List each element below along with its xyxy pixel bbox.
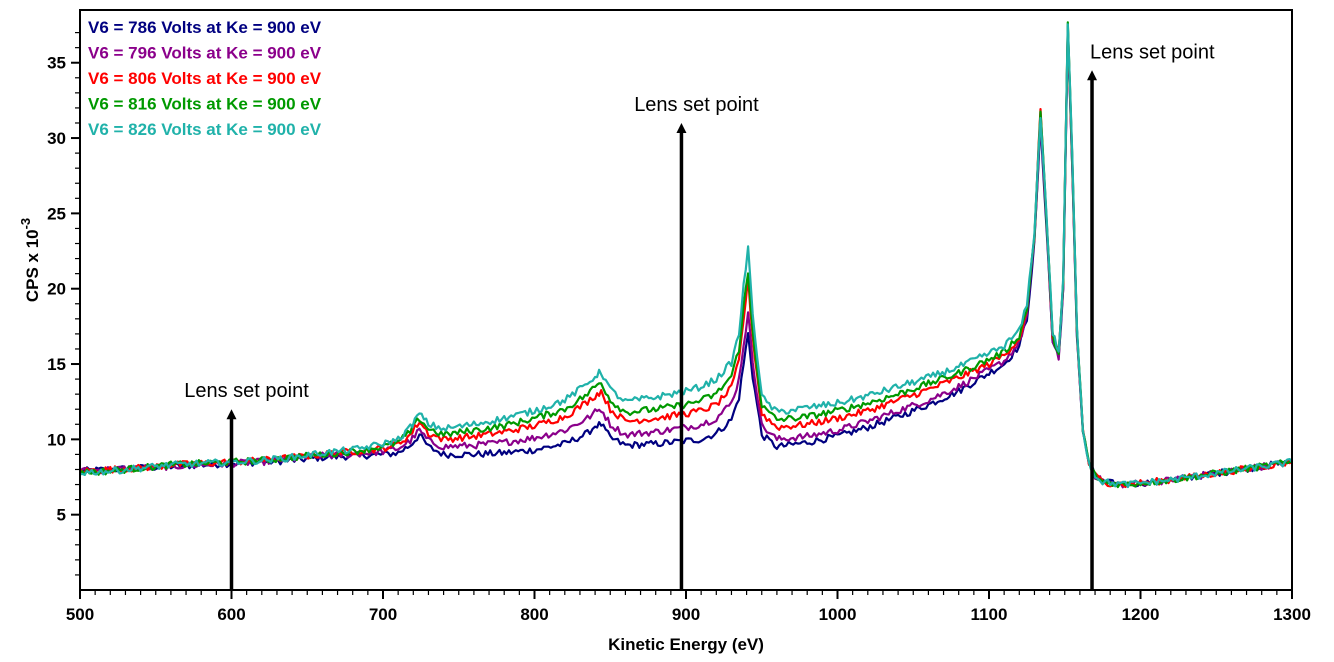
legend-item-4: V6 = 816 Volts at Ke = 900 eV [88, 95, 322, 114]
y-tick-label: 20 [47, 280, 66, 299]
y-axis: 5 10 15 20 25 30 35 [47, 31, 80, 576]
x-axis: 500 600 700 800 900 1000 1100 1200 1300 [66, 590, 1311, 624]
annotation-label-1: Lens set point [184, 380, 309, 402]
x-tick-label: 1200 [1122, 605, 1160, 624]
annotation-arrowhead-2 [676, 122, 687, 133]
y-axis-title-main: CPS x 10 [23, 229, 42, 302]
y-tick-label: 5 [57, 506, 66, 525]
y-axis-title: CPS x 10-3 [18, 218, 42, 302]
series-layer [79, 21, 1293, 489]
x-tick-label: 500 [66, 605, 94, 624]
x-tick-label: 800 [520, 605, 548, 624]
x-tick-label: 1000 [819, 605, 857, 624]
legend-item-5: V6 = 826 Volts at Ke = 900 eV [88, 120, 322, 139]
legend-item-3: V6 = 806 Volts at Ke = 900 eV [88, 69, 322, 88]
annotation-layer: Lens set point Lens set point Lens set poi… [184, 41, 1215, 590]
legend-item-1: V6 = 786 Volts at Ke = 900 eV [88, 18, 322, 37]
x-tick-label: 600 [217, 605, 245, 624]
x-tick-label: 1300 [1273, 605, 1311, 624]
y-tick-label: 35 [47, 54, 66, 73]
x-axis-title: Kinetic Energy (eV) [608, 635, 764, 654]
y-axis-title-superscript: -3 [18, 218, 33, 230]
annotation-label-3: Lens set point [1090, 41, 1215, 63]
y-tick-label: 25 [47, 204, 66, 223]
y-tick-label: 30 [47, 129, 66, 148]
legend: V6 = 786 Volts at Ke = 900 eV V6 = 796 Vo… [88, 18, 322, 139]
x-tick-label: 900 [672, 605, 700, 624]
y-tick-label: 10 [47, 430, 66, 449]
y-tick-label: 15 [47, 355, 66, 374]
series-line-5 [80, 23, 1293, 489]
annotation-arrowhead-3 [1087, 70, 1098, 81]
annotation-arrowhead-1 [226, 409, 237, 420]
x-tick-label: 700 [369, 605, 397, 624]
x-tick-label: 1100 [971, 605, 1008, 624]
legend-item-2: V6 = 796 Volts at Ke = 900 eV [88, 44, 322, 63]
series-line-4 [79, 21, 1293, 489]
annotation-label-2: Lens set point [634, 94, 759, 116]
